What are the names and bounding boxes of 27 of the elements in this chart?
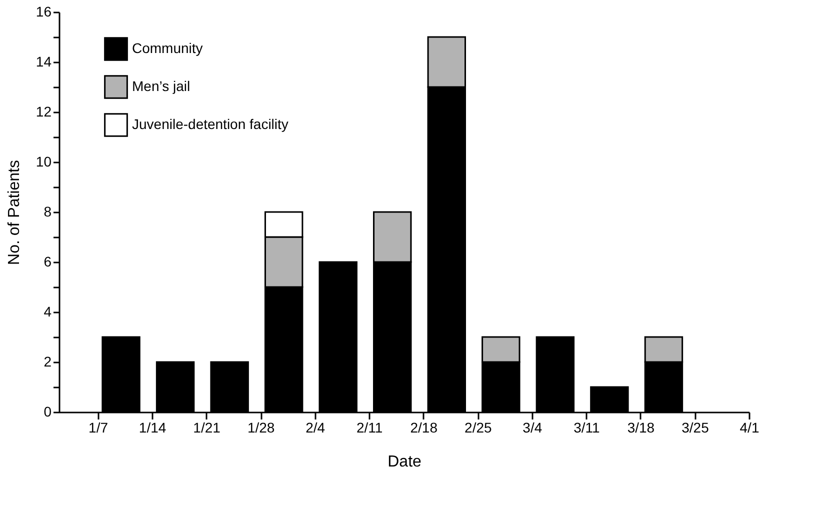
y-tick-label: 16 xyxy=(36,4,52,20)
legend-label: Juvenile-detention facility xyxy=(132,116,288,132)
x-tick-label: 1/7 xyxy=(88,420,108,436)
y-tick-label: 14 xyxy=(36,54,52,70)
y-tick-label: 6 xyxy=(44,254,52,270)
y-tick-label: 0 xyxy=(44,404,52,420)
x-tick-label: 1/14 xyxy=(138,420,166,436)
x-tick-label: 4/1 xyxy=(740,420,760,436)
x-tick-label: 3/4 xyxy=(522,420,542,436)
legend-label: Community xyxy=(132,40,203,56)
x-tick-label: 2/25 xyxy=(464,420,492,436)
legend-label: Men’s jail xyxy=(132,78,190,94)
x-tick-label: 2/11 xyxy=(356,420,383,436)
x-tick-label: 1/28 xyxy=(247,420,275,436)
x-tick-label: 3/25 xyxy=(682,420,710,436)
y-tick-label: 12 xyxy=(36,104,52,120)
y-tick-label: 4 xyxy=(44,304,52,320)
x-axis-title: Date xyxy=(388,454,422,470)
x-tick-label: 3/18 xyxy=(627,420,655,436)
x-tick-label: 1/21 xyxy=(193,420,221,436)
x-tick-label: 2/18 xyxy=(410,420,438,436)
y-tick-label: 8 xyxy=(44,204,52,220)
x-tick-label: 3/11 xyxy=(574,420,600,436)
y-tick-label: 10 xyxy=(36,154,52,170)
y-tick-label: 2 xyxy=(44,354,52,370)
x-tick-label: 2/4 xyxy=(306,420,326,436)
y-axis-title: No. of Patients xyxy=(6,160,23,265)
